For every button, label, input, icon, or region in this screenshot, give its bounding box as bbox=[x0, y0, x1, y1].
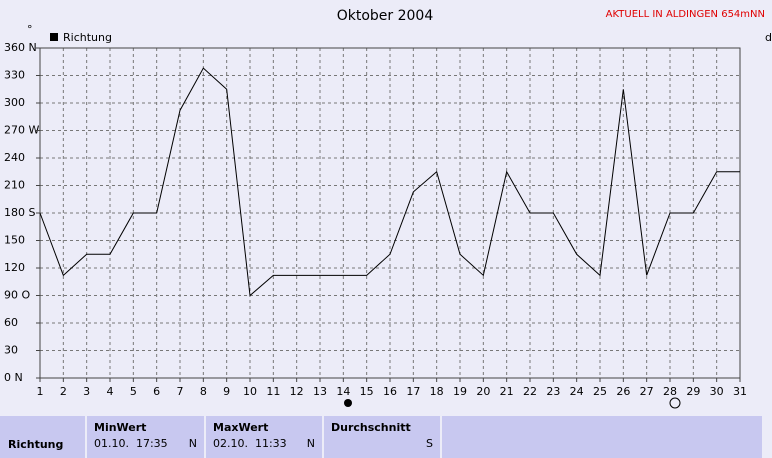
x-tick-label: 25 bbox=[593, 385, 607, 398]
chart-title: Oktober 2004 bbox=[337, 8, 434, 24]
cell bbox=[442, 416, 762, 458]
moon-new bbox=[344, 399, 352, 407]
cell-text: S bbox=[426, 437, 433, 450]
legend-label: Richtung bbox=[63, 31, 112, 44]
x-tick-label: 2 bbox=[60, 385, 67, 398]
x-tick-label: 16 bbox=[383, 385, 397, 398]
y-tick-label: 240 bbox=[4, 151, 25, 164]
x-tick-label: 5 bbox=[130, 385, 137, 398]
y-tick-label: 90 O bbox=[4, 289, 30, 302]
table: MinWert MaxWert Durchschnitt Richtung 01… bbox=[0, 416, 762, 458]
x-tick-label: 19 bbox=[453, 385, 467, 398]
x-tick-label: 8 bbox=[200, 385, 207, 398]
x-tick-label: 18 bbox=[430, 385, 444, 398]
y-tick-label: 210 bbox=[4, 179, 25, 192]
x-tick-label: 10 bbox=[243, 385, 257, 398]
x-tick-label: 22 bbox=[523, 385, 537, 398]
x-tick-label: 11 bbox=[266, 385, 280, 398]
x-tick-label: 26 bbox=[616, 385, 630, 398]
y-tick-label: 270 W bbox=[4, 124, 39, 137]
row-label: Richtung bbox=[8, 438, 63, 451]
x-tick-label: 14 bbox=[336, 385, 350, 398]
cell bbox=[87, 416, 204, 458]
x-tick-label: 31 bbox=[733, 385, 747, 398]
x-tick-label: 30 bbox=[710, 385, 724, 398]
y-tick-label: 180 S bbox=[4, 206, 35, 219]
cell-text: N bbox=[307, 437, 315, 450]
moon-full bbox=[669, 397, 681, 409]
x-tick-label: 9 bbox=[223, 385, 230, 398]
cell bbox=[0, 416, 85, 458]
x-tick-label: 29 bbox=[686, 385, 700, 398]
cell bbox=[206, 416, 322, 458]
x-tick-label: 24 bbox=[570, 385, 584, 398]
line bbox=[39, 67, 740, 297]
cell bbox=[324, 416, 440, 458]
y-tick-label: 0 N bbox=[4, 371, 23, 384]
y-tick-label: 360 N bbox=[4, 41, 37, 54]
x-tick-label: 4 bbox=[107, 385, 114, 398]
x-tick-label: 6 bbox=[153, 385, 160, 398]
y-tick-label: 300 bbox=[4, 96, 25, 109]
x-tick-label: 17 bbox=[406, 385, 420, 398]
y-tick-label: 30 bbox=[4, 344, 18, 357]
table-header: MaxWert bbox=[213, 421, 268, 434]
x-tick-label: 12 bbox=[290, 385, 304, 398]
x-tick-label: 7 bbox=[177, 385, 184, 398]
subtitle: AKTUELL IN ALDINGEN 654mNN bbox=[606, 9, 765, 20]
y-tick-label: 60 bbox=[4, 316, 18, 329]
x-tick-label: 3 bbox=[83, 385, 90, 398]
y-label: ° bbox=[27, 23, 33, 36]
x-tick-label: 28 bbox=[663, 385, 677, 398]
legend-swatch bbox=[50, 33, 58, 41]
y-tick-label: 120 bbox=[4, 261, 25, 274]
cell-text: 01.10. 17:35 bbox=[94, 437, 168, 450]
table-header: Durchschnitt bbox=[331, 421, 411, 434]
cell-text: N bbox=[189, 437, 197, 450]
x-tick-label: 1 bbox=[37, 385, 44, 398]
x-tick-label: 20 bbox=[476, 385, 490, 398]
right-label: d bbox=[765, 31, 772, 44]
table-header: MinWert bbox=[94, 421, 146, 434]
x-tick-label: 27 bbox=[640, 385, 654, 398]
x-tick-label: 21 bbox=[500, 385, 514, 398]
cell-text: 02.10. 11:33 bbox=[213, 437, 287, 450]
y-tick-label: 330 bbox=[4, 69, 25, 82]
x-tick-label: 23 bbox=[546, 385, 560, 398]
x-tick-label: 15 bbox=[360, 385, 374, 398]
y-tick-label: 150 bbox=[4, 234, 25, 247]
x-tick-label: 13 bbox=[313, 385, 327, 398]
